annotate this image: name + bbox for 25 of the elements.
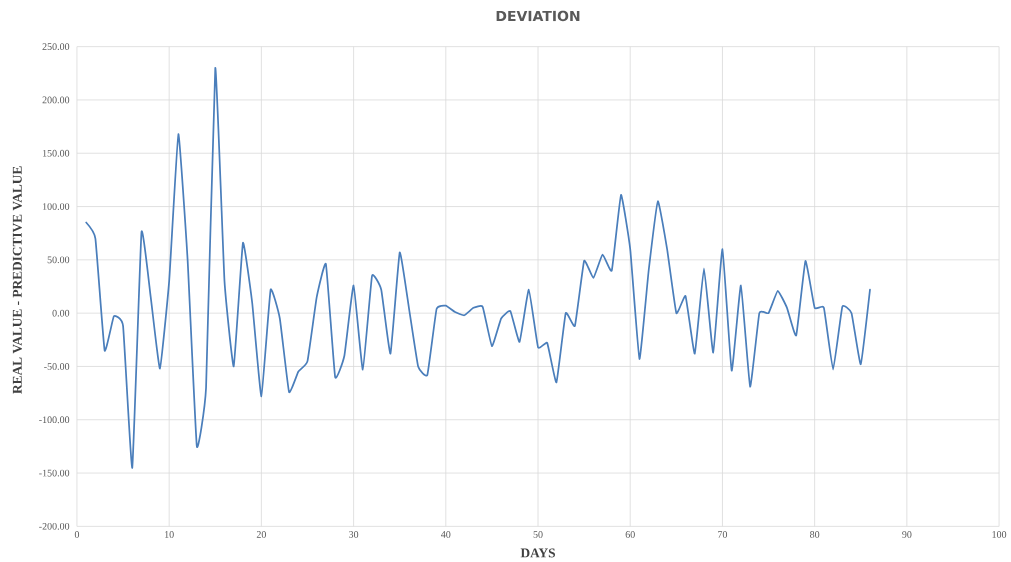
x-tick-label: 60 [625, 531, 635, 538]
x-tick-label: 10 [165, 531, 174, 538]
chart-title: DEVIATION [496, 10, 580, 22]
line-series [85, 67, 871, 469]
x-tick-label: 20 [256, 531, 266, 538]
y-tick-label: 0.00 [52, 309, 70, 317]
y-tick-label: -50.00 [44, 363, 70, 370]
y-tick-label: 200.00 [42, 96, 70, 104]
x-tick-label: 50 [533, 531, 543, 538]
x-tick-label: 30 [349, 531, 359, 538]
y-tick-label: 50.00 [47, 256, 70, 264]
y-tick-label: 250.00 [42, 43, 70, 51]
y-tick-label: -100.00 [39, 416, 70, 424]
x-tick-label: 40 [441, 531, 451, 538]
x-axis-title: DAYS [520, 548, 555, 558]
x-tick-label: 70 [718, 531, 728, 538]
y-tick-label: 150.00 [42, 149, 70, 157]
x-tick-label: 90 [902, 531, 912, 538]
y-axis-title: REAL VALUE - PREDICTIVE VALUE [12, 166, 22, 394]
x-tick-label: 0 [74, 531, 80, 538]
x-tick-label: 100 [992, 531, 1007, 538]
y-tick-label: 100.00 [42, 203, 70, 210]
y-tick-label: -200.00 [39, 522, 70, 530]
y-tick-label: -150.00 [39, 469, 70, 477]
x-tick-label: 80 [810, 531, 820, 538]
